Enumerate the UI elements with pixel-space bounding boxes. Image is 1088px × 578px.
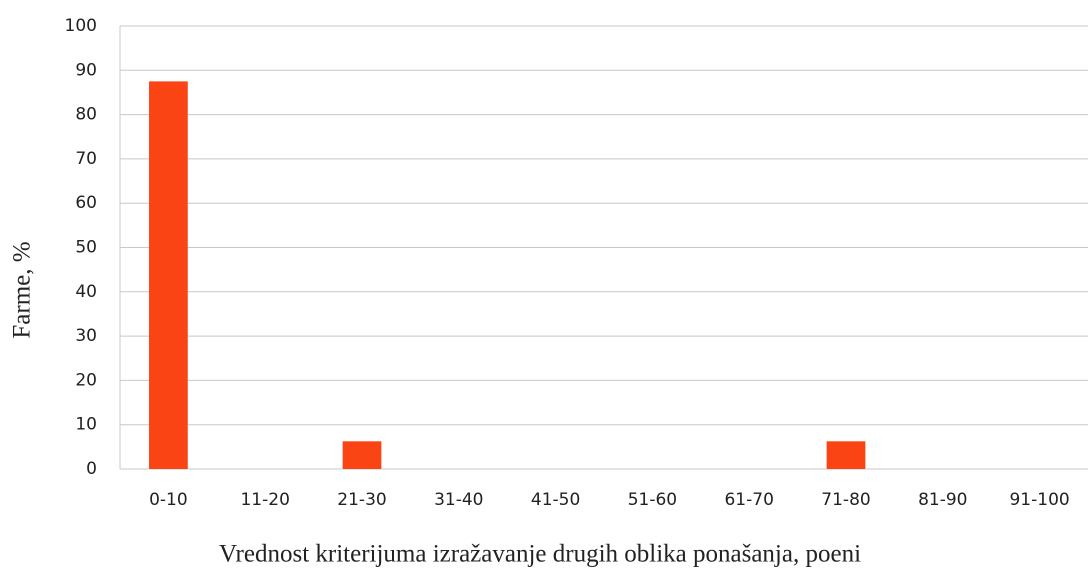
y-tick-label: 30 — [75, 326, 97, 346]
x-tick-label: 61-70 — [724, 490, 773, 510]
bar — [342, 441, 382, 469]
x-tick-label: 0-10 — [149, 490, 188, 510]
x-axis-title: Vrednost kriterijuma izražavanje drugih … — [219, 541, 861, 568]
x-tick-label: 91-100 — [1009, 490, 1069, 510]
y-tick-label: 0 — [86, 459, 97, 479]
y-axis-title: Farme, % — [9, 241, 36, 338]
y-tick-label: 80 — [75, 105, 97, 125]
y-tick-label: 40 — [75, 282, 97, 302]
x-tick-label: 21-30 — [337, 490, 386, 510]
bar — [826, 441, 866, 469]
y-tick-label: 60 — [75, 193, 97, 213]
y-tick-label: 100 — [65, 16, 97, 36]
x-tick-label: 41-50 — [531, 490, 580, 510]
x-tick-label: 71-80 — [821, 490, 870, 510]
y-tick-label: 10 — [75, 415, 97, 435]
x-tick-label: 31-40 — [434, 490, 483, 510]
y-tick-label: 90 — [75, 60, 97, 80]
y-tick-label: 70 — [75, 149, 97, 169]
y-tick-label: 20 — [75, 370, 97, 390]
x-tick-label: 81-90 — [918, 490, 967, 510]
x-tick-label: 11-20 — [240, 490, 289, 510]
x-tick-label: 51-60 — [628, 490, 677, 510]
y-tick-label: 50 — [75, 238, 97, 258]
bar — [149, 81, 188, 469]
